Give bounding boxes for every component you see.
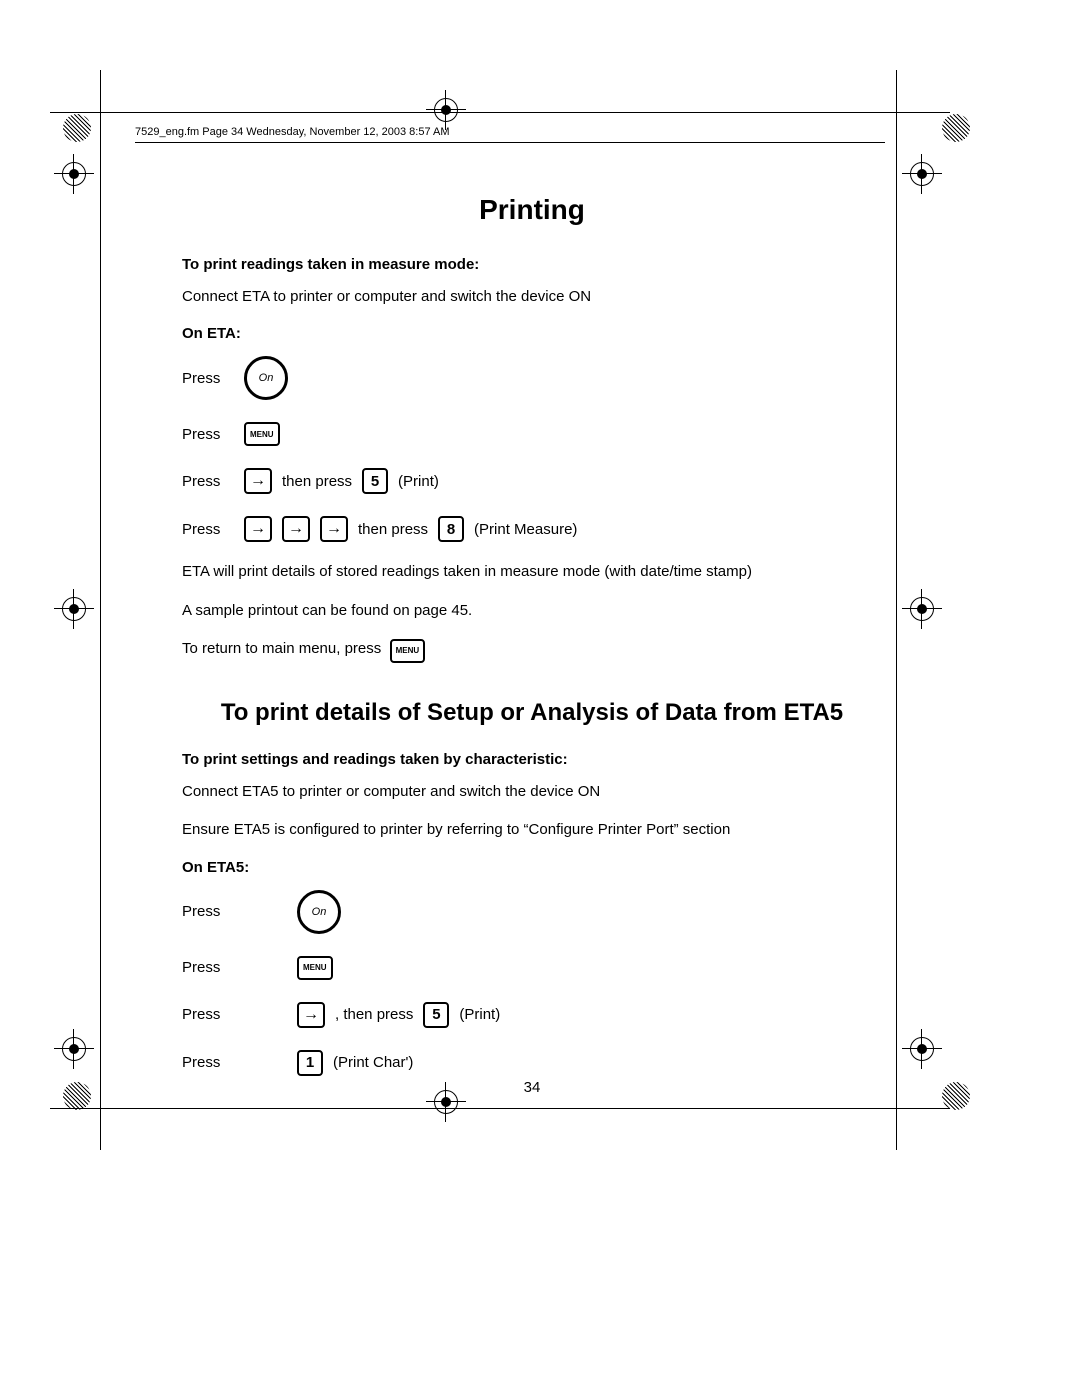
subheading: To print readings taken in measure mode:	[182, 256, 882, 273]
step-list: Press On Press MENU Press then press 5 (…	[182, 356, 882, 542]
step-row: Press On	[182, 890, 882, 934]
page-number: 34	[182, 1079, 882, 1096]
step-prefix: Press	[182, 959, 287, 976]
crop-line-top	[50, 112, 950, 113]
step-prefix: Press	[182, 521, 234, 538]
step-mid: then press	[282, 473, 352, 490]
arrow-key-icon	[282, 516, 310, 542]
paragraph: To return to main menu, press MENU	[182, 639, 882, 663]
header-meta: 7529_eng.fm Page 34 Wednesday, November …	[135, 126, 450, 138]
registration-mark	[910, 597, 934, 621]
arrow-key-icon	[297, 1002, 325, 1028]
page: 7529_eng.fm Page 34 Wednesday, November …	[0, 0, 1080, 1397]
arrow-key-icon	[320, 516, 348, 542]
step-suffix: (Print Measure)	[474, 521, 577, 538]
registration-mark	[910, 162, 934, 186]
on-button-icon: On	[244, 356, 288, 400]
step-row: Press then press 5 (Print)	[182, 468, 882, 494]
step-mid: then press	[358, 521, 428, 538]
step-row: Press MENU	[182, 422, 882, 446]
paragraph: Connect ETA to printer or computer and s…	[182, 287, 882, 307]
section-heading: To print details of Setup or Analysis of…	[182, 699, 882, 727]
registration-mark	[62, 1037, 86, 1061]
subheading: On ETA:	[182, 325, 882, 342]
step-prefix: Press	[182, 426, 234, 443]
crop-line-bottom	[50, 1108, 950, 1109]
page-title: Printing	[182, 194, 882, 226]
step-row: Press , then press 5 (Print)	[182, 1002, 882, 1028]
step-prefix: Press	[182, 473, 234, 490]
crop-line-right	[896, 70, 897, 1150]
color-bar-circle	[942, 1082, 970, 1110]
step-suffix: (Print Char')	[333, 1054, 413, 1071]
return-text: To return to main menu, press	[182, 640, 381, 657]
step-list: Press On Press MENU Press , then press 5…	[182, 890, 882, 1076]
header-rule	[135, 142, 885, 143]
paragraph: Ensure ETA5 is configured to printer by …	[182, 820, 882, 840]
registration-mark	[434, 98, 458, 122]
number-key-icon: 8	[438, 516, 464, 542]
subheading: To print settings and readings taken by …	[182, 751, 882, 768]
step-prefix: Press	[182, 903, 287, 920]
menu-key-icon: MENU	[297, 956, 333, 980]
number-key-icon: 5	[423, 1002, 449, 1028]
step-row: Press 1 (Print Char')	[182, 1050, 882, 1076]
step-row: Press then press 8 (Print Measure)	[182, 516, 882, 542]
menu-key-icon: MENU	[390, 639, 426, 663]
step-prefix: Press	[182, 1054, 287, 1071]
paragraph: A sample printout can be found on page 4…	[182, 601, 882, 621]
step-prefix: Press	[182, 1006, 287, 1023]
registration-mark	[62, 597, 86, 621]
arrow-key-icon	[244, 468, 272, 494]
step-suffix: (Print)	[398, 473, 439, 490]
subheading: On ETA5:	[182, 859, 882, 876]
step-mid: , then press	[335, 1006, 413, 1023]
step-prefix: Press	[182, 370, 234, 387]
number-key-icon: 5	[362, 468, 388, 494]
step-row: Press MENU	[182, 956, 882, 980]
color-bar-circle	[63, 1082, 91, 1110]
arrow-key-icon	[244, 516, 272, 542]
content: Printing To print readings taken in meas…	[182, 194, 882, 1096]
registration-mark	[62, 162, 86, 186]
paragraph: Connect ETA5 to printer or computer and …	[182, 782, 882, 802]
color-bar-circle	[942, 114, 970, 142]
crop-line-left	[100, 70, 101, 1150]
number-key-icon: 1	[297, 1050, 323, 1076]
color-bar-circle	[63, 114, 91, 142]
registration-mark	[910, 1037, 934, 1061]
step-row: Press On	[182, 356, 882, 400]
paragraph: ETA will print details of stored reading…	[182, 562, 882, 582]
step-suffix: (Print)	[459, 1006, 500, 1023]
on-button-icon: On	[297, 890, 341, 934]
menu-key-icon: MENU	[244, 422, 280, 446]
